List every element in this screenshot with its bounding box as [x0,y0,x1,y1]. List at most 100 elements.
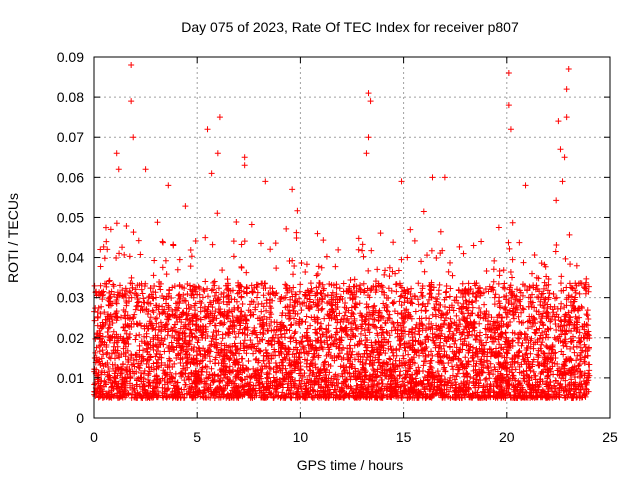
data-point [134,282,141,289]
data-point [574,367,581,374]
data-point [389,299,396,306]
data-point [403,374,410,381]
data-point [277,380,284,387]
data-point [312,318,319,325]
data-point [260,303,267,310]
data-point [515,349,522,356]
data-point [149,390,156,397]
data-point [273,363,280,370]
data-point [475,394,482,401]
data-point [378,377,385,384]
data-point [170,242,177,249]
data-point [113,383,120,390]
data-point [563,284,570,291]
data-point [524,354,531,361]
data-point [247,391,254,398]
data-point [232,342,239,349]
data-point [161,306,168,313]
data-point [298,260,305,267]
chart-title: Day 075 of 2023, Rate Of TEC Index for r… [181,19,519,35]
data-point [115,387,122,394]
data-point [464,373,471,380]
data-point [199,357,206,364]
data-point [311,373,318,380]
data-point [365,375,372,382]
data-point [334,319,341,326]
data-point [339,373,346,380]
data-point [400,324,407,331]
data-point [286,386,293,393]
data-point [341,378,348,385]
data-point [307,367,314,374]
data-point [580,378,587,385]
data-point [254,289,261,296]
data-point [291,384,298,391]
data-point [253,284,260,291]
data-point [563,387,570,394]
data-point [510,315,517,322]
data-point [348,309,355,316]
data-point [166,286,173,293]
data-point [429,325,436,332]
data-point [165,293,172,300]
data-point [432,295,439,302]
data-point [572,280,579,287]
data-point [423,314,430,321]
data-point [415,301,422,308]
data-point [310,369,317,376]
data-point [298,384,305,391]
data-point [236,350,243,357]
data-point [538,290,545,297]
data-point [314,302,321,309]
data-point [481,301,488,308]
data-point [524,333,531,340]
data-point [207,384,214,391]
data-point [476,338,483,345]
data-point [184,364,191,371]
data-point [575,307,582,314]
data-point [335,352,342,359]
data-point [552,349,559,356]
data-point [122,285,129,292]
data-point [406,357,413,364]
data-point [437,250,444,257]
data-point [113,383,120,390]
data-point [433,322,440,329]
data-point [184,315,191,322]
data-point [484,381,491,388]
data-point [436,350,443,357]
data-point [264,340,271,347]
data-point [419,285,426,292]
data-point [202,313,209,320]
data-point [237,376,244,383]
data-point [576,290,583,297]
data-point [578,371,585,378]
data-point [420,208,427,215]
data-point [446,293,453,300]
data-point [393,393,400,400]
data-point [154,219,161,226]
data-point [513,286,520,293]
data-point [127,368,134,375]
data-point [470,375,477,382]
data-point [236,326,243,333]
data-point [511,394,518,401]
data-point [130,229,137,236]
data-point [120,293,127,300]
data-point [470,242,477,249]
data-point [125,341,132,348]
data-point [550,371,557,378]
data-point [177,325,184,332]
data-point [145,363,152,370]
data-point [104,246,111,253]
data-point [215,295,222,302]
data-point [286,357,293,364]
data-point [342,392,349,399]
data-point [388,287,395,294]
data-point [340,344,347,351]
data-point [540,321,547,328]
data-point [532,389,539,396]
data-point [298,307,305,314]
data-point [389,319,396,326]
data-point [319,305,326,312]
